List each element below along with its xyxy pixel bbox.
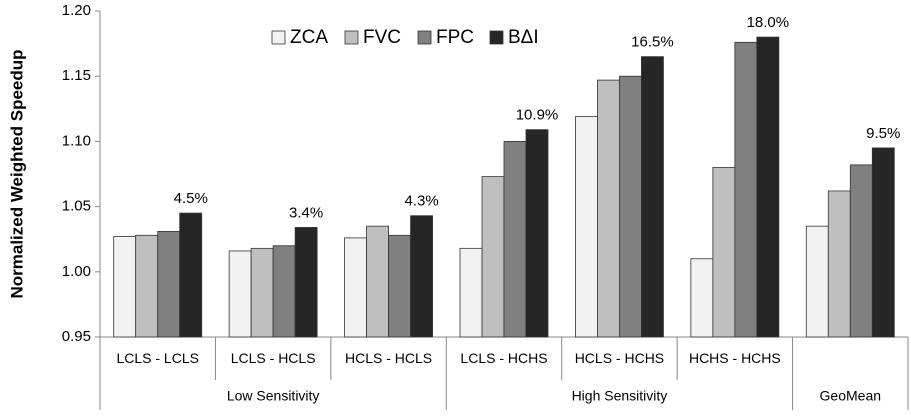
legend-swatch <box>344 30 359 45</box>
x-tick-label: HCLS - HCHS <box>575 350 664 366</box>
bar <box>344 237 367 338</box>
bar <box>827 190 851 338</box>
bar <box>272 245 296 338</box>
x-tick-label: LCLS - HCLS <box>231 350 316 366</box>
bar <box>459 247 483 338</box>
group-label: Low Sensitivity <box>227 388 320 404</box>
y-axis-label: Normalized Weighted Speedup <box>7 49 26 298</box>
bar <box>179 212 203 338</box>
bar <box>712 167 736 338</box>
bar <box>294 227 318 338</box>
y-tick-label: 1.15 <box>62 67 91 84</box>
bar <box>135 234 159 338</box>
bar <box>525 129 549 338</box>
y-tick-label: 1.00 <box>62 263 91 280</box>
bar <box>410 215 433 338</box>
legend-label: FPC <box>436 27 474 48</box>
bar <box>250 247 274 338</box>
legend-label: ZCA <box>290 27 328 48</box>
x-tick-label: HCHS - HCHS <box>689 350 781 366</box>
data-label: 10.9% <box>516 107 559 124</box>
bar <box>597 79 620 338</box>
bar <box>849 164 873 338</box>
legend-swatch <box>489 30 504 45</box>
bar <box>228 250 252 338</box>
group-label: High Sensitivity <box>572 388 668 404</box>
bar <box>157 230 181 338</box>
bar <box>805 225 829 338</box>
group-label: GeoMean <box>820 388 881 404</box>
bar <box>756 36 780 338</box>
legend-label: FVC <box>363 27 401 48</box>
bar <box>388 234 411 338</box>
bar <box>575 116 598 338</box>
data-label: 18.0% <box>747 14 790 31</box>
y-tick-label: 1.05 <box>62 198 91 215</box>
bar <box>113 236 137 338</box>
bar <box>481 176 505 338</box>
data-label: 4.5% <box>174 190 208 207</box>
data-label: 16.5% <box>631 34 674 51</box>
x-tick-label: HCLS - HCLS <box>345 350 432 366</box>
legend-label: BΔI <box>508 27 539 48</box>
y-tick-label: 1.10 <box>62 132 91 149</box>
data-label: 9.5% <box>866 125 900 142</box>
y-tick-label: 0.95 <box>62 328 91 345</box>
x-tick-label: LCLS - HCHS <box>460 350 547 366</box>
data-label: 3.4% <box>289 204 323 221</box>
bar <box>690 258 714 338</box>
bar <box>619 75 642 338</box>
bar <box>503 140 527 338</box>
bar <box>641 56 664 338</box>
legend-swatch <box>271 30 286 45</box>
y-tick-label: 1.20 <box>62 2 91 19</box>
data-label: 4.3% <box>404 193 438 210</box>
legend-swatch <box>417 30 432 45</box>
bar <box>366 225 389 338</box>
bar <box>734 41 758 338</box>
bar <box>871 147 895 338</box>
x-tick-label: LCLS - LCLS <box>116 350 198 366</box>
